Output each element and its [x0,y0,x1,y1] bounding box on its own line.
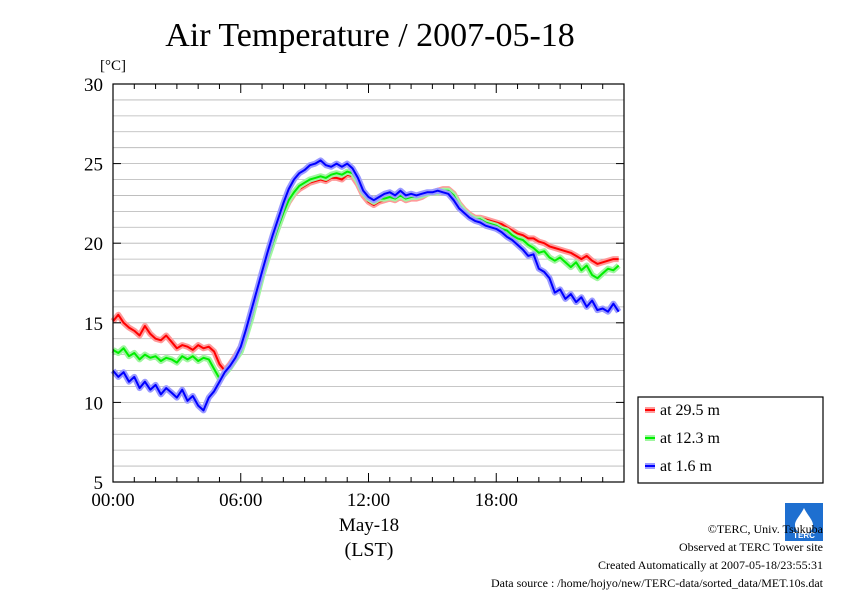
footer-created: Created Automatically at 2007-05-18/23:5… [598,558,823,572]
y-tick-label: 30 [84,75,103,96]
legend-label: at 29.5 m [660,402,721,419]
chart-title: Air Temperature / 2007-05-18 [165,17,575,54]
plot-frame [112,83,625,483]
y-tick-label: 5 [94,473,104,494]
legend-label: at 1.6 m [660,458,713,475]
y-axis-unit: [°C] [100,58,126,74]
series-layer [110,157,622,414]
legend: at 29.5 m at 12.3 m at 1.6 m [637,396,824,484]
x-tick-label: 06:00 [219,490,262,511]
x-tick-label: 12:00 [347,490,390,511]
x-axis: 00:00 06:00 12:00 18:00 [91,490,518,511]
legend-label: at 12.3 m [660,430,721,447]
grid-lines [113,84,624,482]
footer-source: Data source : /home/hojyo/new/TERC-data/… [491,576,824,590]
y-axis: 5 10 15 20 25 30 [84,75,624,494]
logo-text: TERC [793,531,815,540]
series-line-2 [112,159,620,412]
y-tick-label: 15 [84,314,103,335]
x-axis-timezone-label: (LST) [345,539,394,561]
terc-logo: TERC [785,503,823,541]
y-tick-label: 20 [84,234,103,255]
water-drop-icon [795,508,813,534]
footer-site: Observed at TERC Tower site [679,540,823,554]
x-tick-label: 00:00 [91,490,134,511]
series-halo-2 [110,157,622,414]
x-axis-date-label: May-18 [339,515,399,536]
legend-box [637,396,824,484]
footer-copyright: ©TERC, Univ. Tsukuba [708,522,824,536]
x-tick-label: 18:00 [475,490,518,511]
y-tick-label: 25 [84,155,103,176]
y-tick-label: 10 [84,393,103,414]
